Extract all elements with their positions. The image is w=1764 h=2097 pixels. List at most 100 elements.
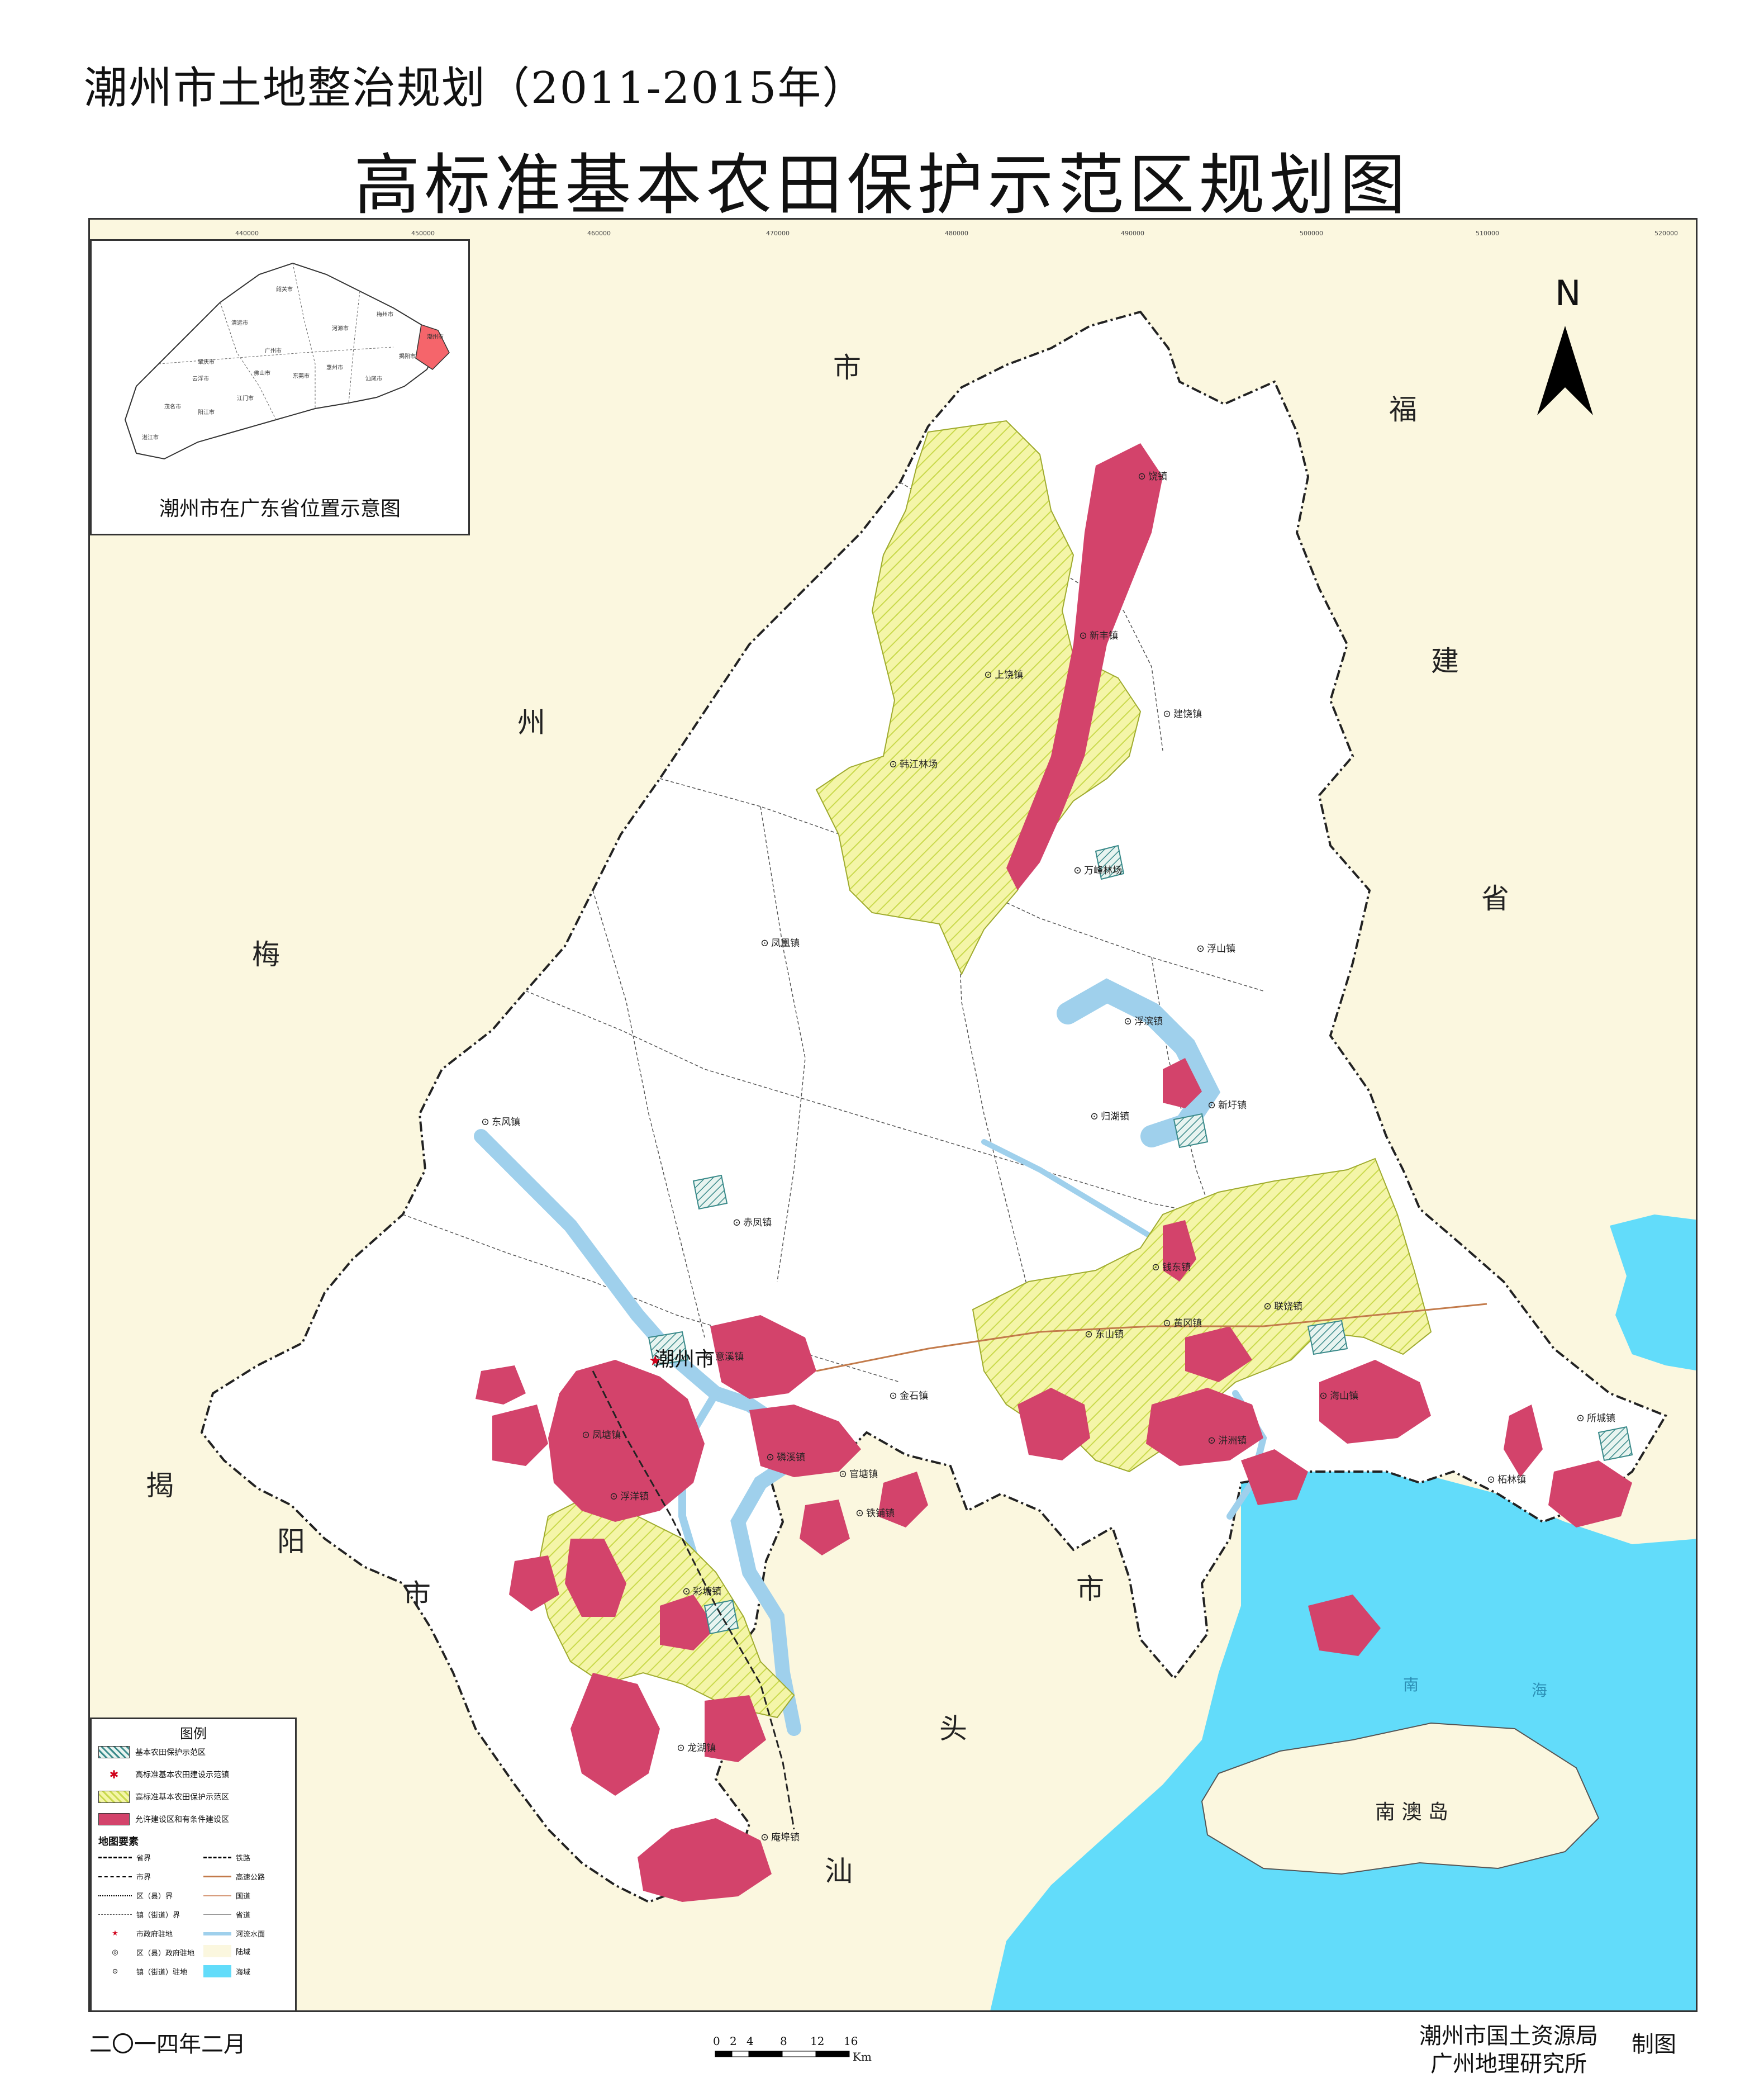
town-label[interactable]: 浮山镇 xyxy=(1196,941,1235,955)
neighbour-label: 揭 xyxy=(146,1469,174,1502)
legend-symbol: 国道 xyxy=(203,1890,250,1901)
town-label[interactable]: 浮洋镇 xyxy=(610,1488,649,1502)
legend-item: 基本农田保护示范区 xyxy=(98,1746,206,1758)
credit-line: 潮州市国土资源局 xyxy=(1419,2023,1598,2049)
town-label[interactable]: 龙湖镇 xyxy=(677,1740,716,1754)
town-label[interactable]: 新丰镇 xyxy=(1079,628,1118,642)
town-label[interactable]: 汫洲镇 xyxy=(1207,1432,1247,1446)
city-seat-icon: ★ xyxy=(112,1929,118,1938)
neighbour-label: 头 xyxy=(939,1712,967,1745)
town-label[interactable]: 建饶镇 xyxy=(1163,706,1202,720)
scale-bar-svg xyxy=(715,2051,850,2057)
legend-label: 高标准基本农田建设示范镇 xyxy=(135,1771,229,1780)
sea-area xyxy=(990,1466,1696,2010)
town-label[interactable]: 韩江林场 xyxy=(889,756,938,770)
legend-symbol: 省道 xyxy=(203,1909,250,1920)
credit-suffix: 制图 xyxy=(1632,2032,1676,2057)
sea-inlet xyxy=(1610,1214,1696,1370)
town-label[interactable]: 金石镇 xyxy=(889,1388,928,1402)
inset-label: 茂名市 xyxy=(164,403,181,410)
neighbour-label: 州 xyxy=(517,706,545,739)
town-label[interactable]: 庵埠镇 xyxy=(760,1829,800,1843)
legend-symbol: 区（县）界 xyxy=(98,1890,173,1901)
inset-label: 广州市 xyxy=(265,347,282,354)
legend-symbol: 市界 xyxy=(98,1871,151,1882)
neighbour-label: 阳 xyxy=(277,1525,305,1558)
inset-label: 韶关市 xyxy=(276,286,293,293)
legend-label: 高速公路 xyxy=(236,1873,265,1882)
scale-tick: 12 xyxy=(810,2034,825,2048)
scale-tick: 8 xyxy=(780,2034,787,2048)
legend-label: 镇（街道）驻地 xyxy=(136,1968,188,1977)
scale-tick: 0 xyxy=(713,2034,720,2048)
legend-label: 允许建设区和有条件建设区 xyxy=(135,1815,229,1824)
town-label[interactable]: 东山镇 xyxy=(1085,1326,1124,1340)
highway xyxy=(816,1303,1487,1372)
map-canvas[interactable]: ★ xyxy=(90,220,1698,2012)
legend-symbol: ◎ 区（县）政府驻地 xyxy=(98,1947,194,1958)
inset-label: 佛山市 xyxy=(254,369,270,377)
map-elements-title: 地图要素 xyxy=(98,1836,139,1848)
town-label[interactable]: 柘林镇 xyxy=(1487,1472,1526,1486)
legend-symbol: 镇（街道）界 xyxy=(98,1909,180,1920)
town-label[interactable]: 上饶镇 xyxy=(984,667,1023,681)
scale-tick: 2 xyxy=(730,2034,737,2048)
scale-tick: 16 xyxy=(844,2034,858,2048)
town-label[interactable]: 黄冈镇 xyxy=(1163,1315,1202,1329)
legend-label: 高标准基本农田保护示范区 xyxy=(135,1793,229,1802)
grid-x-label: 480000 xyxy=(945,230,968,237)
grid-x-label: 460000 xyxy=(587,230,611,237)
inset-label: 云浮市 xyxy=(192,375,209,382)
railway xyxy=(592,1370,795,1830)
grid-x-label: 520000 xyxy=(1654,230,1678,237)
scale-bar: 0 2 4 8 12 16 Km xyxy=(710,2034,1023,2070)
map-frame[interactable]: ★ N 市 福 建 省 州 梅 揭 阳 市 市 头 汕 南 澳 岛 南 海 潮州… xyxy=(88,218,1698,2012)
inset-label: 肇庆市 xyxy=(198,358,215,366)
inset-map-svg: 韶关市 清远市 梅州市 河源市 肇庆市 广州市 惠州市 汕尾市 揭阳市 潮州市 … xyxy=(124,262,450,460)
town-label[interactable]: 铁铺镇 xyxy=(855,1505,895,1519)
town-label[interactable]: 饶镇 xyxy=(1138,468,1167,482)
neighbour-label: 建 xyxy=(1431,645,1459,677)
neighbour-label: 市 xyxy=(833,352,861,384)
town-label[interactable]: 万峰林场 xyxy=(1073,862,1122,876)
inset-label: 惠州市 xyxy=(326,364,343,371)
legend: 图例 基本农田保护示范区 ✱ 高标准基本农田建设示范镇 高标准基本农田保护示范区… xyxy=(90,1718,297,2010)
town-label[interactable]: 浮滨镇 xyxy=(1124,1013,1163,1027)
town-label[interactable]: 意溪镇 xyxy=(705,1349,744,1363)
neighbour-label: 市 xyxy=(1076,1573,1104,1605)
town-label[interactable]: 官塘镇 xyxy=(839,1466,878,1480)
town-label[interactable]: 海山镇 xyxy=(1319,1388,1358,1402)
inset-label: 河源市 xyxy=(332,325,349,332)
grid-x-label: 440000 xyxy=(235,230,259,237)
legend-item: 高标准基本农田保护示范区 xyxy=(98,1791,229,1803)
legend-label: 市界 xyxy=(136,1873,151,1882)
inset-label: 汕尾市 xyxy=(365,375,382,382)
chaozhou-highlight xyxy=(415,324,450,370)
legend-label: 省界 xyxy=(136,1854,151,1863)
town-label[interactable]: 凤凰镇 xyxy=(760,935,800,949)
town-label[interactable]: 钱东镇 xyxy=(1152,1259,1191,1273)
neighbour-label: 市 xyxy=(403,1578,431,1611)
legend-swatch xyxy=(98,1791,130,1803)
town-label[interactable]: 归湖镇 xyxy=(1090,1108,1129,1122)
town-seat-icon: ⊙ xyxy=(112,1967,118,1976)
neighbour-label: 梅 xyxy=(252,938,280,971)
town-label[interactable]: 所城镇 xyxy=(1576,1410,1615,1424)
credit-line: 广州地理研究所 xyxy=(1430,2051,1587,2077)
town-label[interactable]: 东风镇 xyxy=(481,1114,520,1128)
legend-label: 陆域 xyxy=(236,1948,251,1957)
inset-label: 潮州市 xyxy=(427,333,444,340)
inset-label: 东莞市 xyxy=(293,372,310,379)
legend-label: 铁路 xyxy=(236,1854,251,1863)
town-label[interactable]: 赤凤镇 xyxy=(733,1214,772,1228)
town-label[interactable]: 新圩镇 xyxy=(1207,1097,1247,1111)
town-label[interactable]: 联饶镇 xyxy=(1263,1298,1302,1312)
town-label[interactable]: 凤塘镇 xyxy=(582,1427,621,1441)
sea-label: 海 xyxy=(1532,1681,1548,1700)
town-label[interactable]: 磷溪镇 xyxy=(766,1449,805,1463)
legend-label: 海域 xyxy=(236,1968,251,1977)
neighbour-label: 汕 xyxy=(825,1855,853,1887)
town-label[interactable]: 彩塘镇 xyxy=(682,1583,721,1597)
inset-label: 梅州市 xyxy=(377,311,393,318)
grid-x-label: 470000 xyxy=(766,230,790,237)
